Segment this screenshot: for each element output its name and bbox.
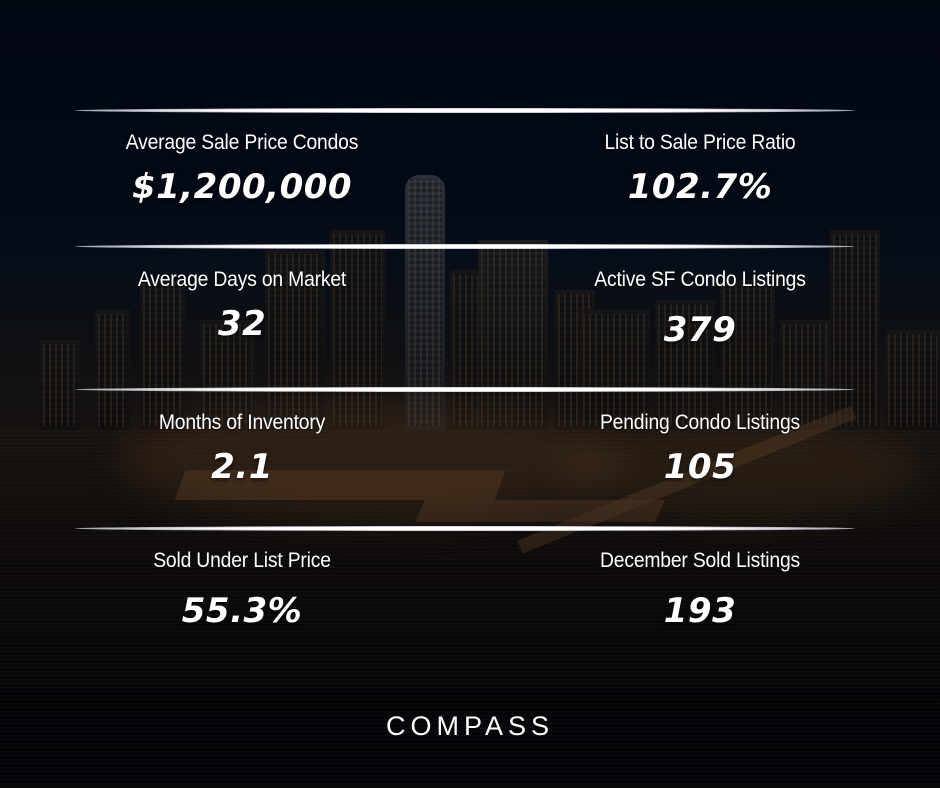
stat-label: Average Sale Price Condos [125,131,359,154]
divider-line [75,387,855,392]
divider-line [75,244,855,249]
stat-december-sold: December Sold Listings 193 [535,549,865,631]
stat-value: 105 [663,447,737,487]
stat-value: 32 [217,304,267,344]
stat-label: December Sold Listings [600,549,800,572]
stat-label: Pending Condo Listings [599,411,801,434]
stat-label: Sold Under List Price [153,549,331,572]
stat-value: $1,200,000 [131,167,353,207]
stat-pending-listings: Pending Condo Listings 105 [535,411,865,487]
stat-label: Months of Inventory [158,411,326,434]
city-light-glow [120,400,620,520]
divider-line [75,526,855,531]
stat-value: 102.7% [627,167,773,207]
city-light-glow [560,420,920,520]
stat-label: Active SF Condo Listings [594,268,806,291]
stat-label: Average Days on Market [137,268,347,291]
stat-value: 55.3% [181,591,303,631]
stat-avg-days-on-market: Average Days on Market 32 [77,268,407,344]
divider-line [75,108,855,113]
stat-label: List to Sale Price Ratio [604,131,796,154]
stat-months-inventory: Months of Inventory 2.1 [77,411,407,487]
stat-sold-under-list: Sold Under List Price 55.3% [77,549,407,631]
compass-logo: COMPASS [385,711,555,741]
stat-active-listings: Active SF Condo Listings 379 [535,268,865,350]
stat-value: 379 [663,310,737,350]
stat-value: 193 [663,591,737,631]
stat-list-to-sale-ratio: List to Sale Price Ratio 102.7% [535,131,865,207]
stat-avg-sale-price: Average Sale Price Condos $1,200,000 [77,131,407,207]
stat-value: 2.1 [211,447,273,487]
